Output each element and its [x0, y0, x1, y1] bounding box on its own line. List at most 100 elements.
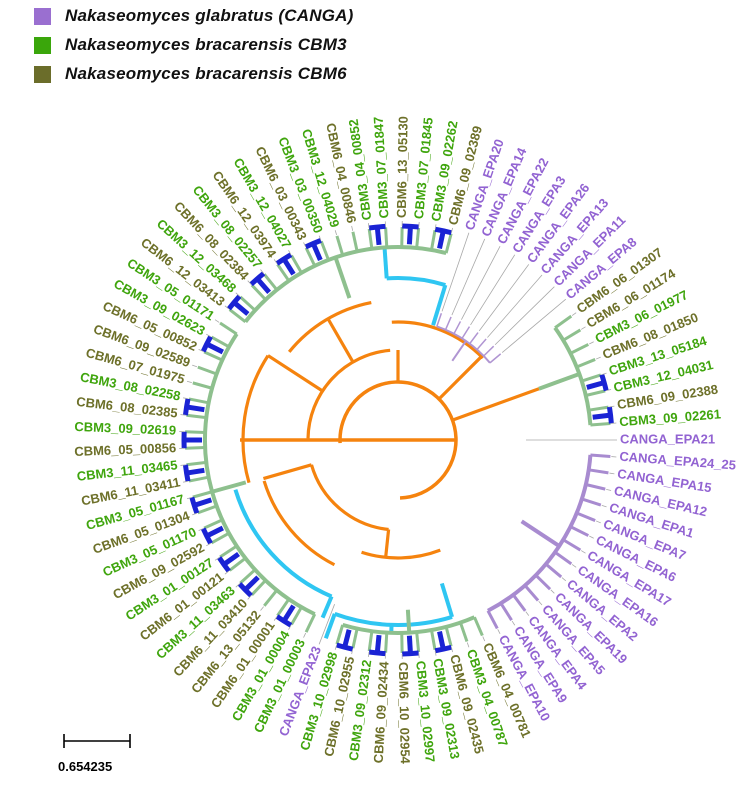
green-leaf-branch [585, 389, 606, 397]
label-connector [206, 543, 211, 547]
blue-pair-stem [586, 380, 605, 390]
label-connector [609, 405, 615, 408]
label-connector [595, 356, 601, 360]
label-connector [589, 535, 594, 539]
label-connector [224, 305, 230, 310]
label-connector [450, 227, 454, 233]
canga-fan-spoke [444, 316, 452, 331]
purple-leaf-branch [590, 453, 611, 459]
green-leaf-branch [203, 350, 223, 362]
green-leaf-branch [415, 631, 421, 653]
green-leaf-branch [197, 504, 218, 515]
leaf-label: CBM6_13_05130 [394, 116, 411, 218]
label-connector [550, 589, 555, 594]
label-connector [601, 372, 607, 376]
blue-pair-stem [281, 604, 296, 623]
orange-arc [391, 320, 485, 360]
green-leaf-branch [192, 490, 213, 499]
purple-leaf-branch [576, 511, 596, 522]
green-leaf-branch [263, 589, 278, 607]
purple-leaf-branch [486, 610, 499, 630]
canga-fan-spoke [461, 326, 471, 339]
purple-leaf-branch [585, 483, 606, 491]
green-leaf-branch [219, 544, 238, 559]
green-leaf-branch [276, 598, 291, 617]
label-connector [288, 625, 292, 630]
green-leaf-branch [335, 235, 345, 256]
leaf-label: CBM6_09_02434 [371, 660, 392, 763]
green-leaf-branch [250, 284, 267, 301]
green-leaf-branch [569, 343, 590, 355]
orange-spoke [262, 463, 312, 481]
label-connector [511, 620, 516, 626]
green-leaf-branch [276, 263, 291, 282]
green-leaf-branch [444, 233, 453, 254]
canga-fan-stem [451, 340, 467, 362]
orange-arc [306, 348, 391, 439]
purple-leaf-branch [588, 468, 609, 475]
leaf-label: CBM3_09_02619 [74, 419, 176, 438]
cbm6-color-swatch [34, 65, 51, 83]
label-connector [288, 250, 292, 255]
green-leaf-branch [228, 308, 247, 323]
label-connector [434, 650, 437, 656]
label-connector [538, 600, 543, 606]
blue-pair-stem [255, 277, 272, 294]
label-connector [180, 464, 186, 466]
blue-pair-stem [232, 300, 250, 316]
label-connector [482, 636, 486, 642]
canga-fan-spoke [469, 332, 479, 345]
label-connector [441, 232, 470, 312]
green-leaf-branch [239, 295, 257, 312]
label-connector [235, 583, 240, 588]
green-leaf-branch [304, 247, 317, 267]
blue-pair-stem [310, 242, 323, 262]
legend-item-cbm3: Nakaseomyces bracarensis CBM3 [34, 35, 353, 55]
label-connector [186, 497, 192, 500]
blue-pair-stem [281, 257, 296, 276]
orange-arc [287, 301, 372, 353]
label-connector [466, 642, 470, 648]
blue-pair-stem [205, 525, 224, 539]
green-leaf-branch [384, 227, 389, 248]
leaf-label: CBM6_10_02954 [396, 662, 413, 765]
orange-spoke [451, 387, 540, 422]
scale-bar-line [63, 734, 131, 748]
blue-pair-stem [374, 634, 382, 654]
scale-bar: 0.654235 [52, 730, 162, 774]
green-clade-arc [342, 615, 476, 635]
cyan-arc [233, 489, 333, 599]
label-connector [461, 246, 501, 320]
green-leaf-branch [239, 568, 257, 585]
label-connector [334, 230, 338, 236]
purple-leaf-branch [512, 593, 527, 612]
blue-pair-stem [186, 404, 205, 413]
label-connector [260, 606, 264, 611]
purple-leaf-branch [523, 584, 540, 602]
orange-spoke [267, 354, 324, 393]
purple-leaf-branch [554, 551, 573, 566]
purple-leaf-branch [534, 574, 552, 591]
green-leaf-branch [185, 430, 206, 435]
label-connector [478, 264, 530, 332]
label-connector [334, 644, 338, 650]
green-leaf-branch [351, 231, 359, 252]
green-leaf-branch [290, 606, 303, 626]
green-leaf-branch [588, 405, 609, 412]
blue-pair-stem [592, 412, 611, 420]
cyan-spoke [431, 284, 448, 326]
blue-pair-stem [406, 635, 413, 654]
cyan-spoke [439, 582, 455, 618]
label-connector [501, 298, 567, 353]
purple-clade-stem [520, 519, 561, 548]
orange-arc [241, 354, 270, 484]
green-clade-stem [405, 609, 412, 633]
label-connector [494, 286, 555, 346]
label-connector [609, 472, 615, 475]
leaf-label: CBM3_07_01847 [371, 116, 392, 219]
label-connector [192, 364, 198, 368]
label-connector [450, 647, 454, 653]
label-connector [571, 564, 577, 568]
label-connector [367, 222, 370, 229]
